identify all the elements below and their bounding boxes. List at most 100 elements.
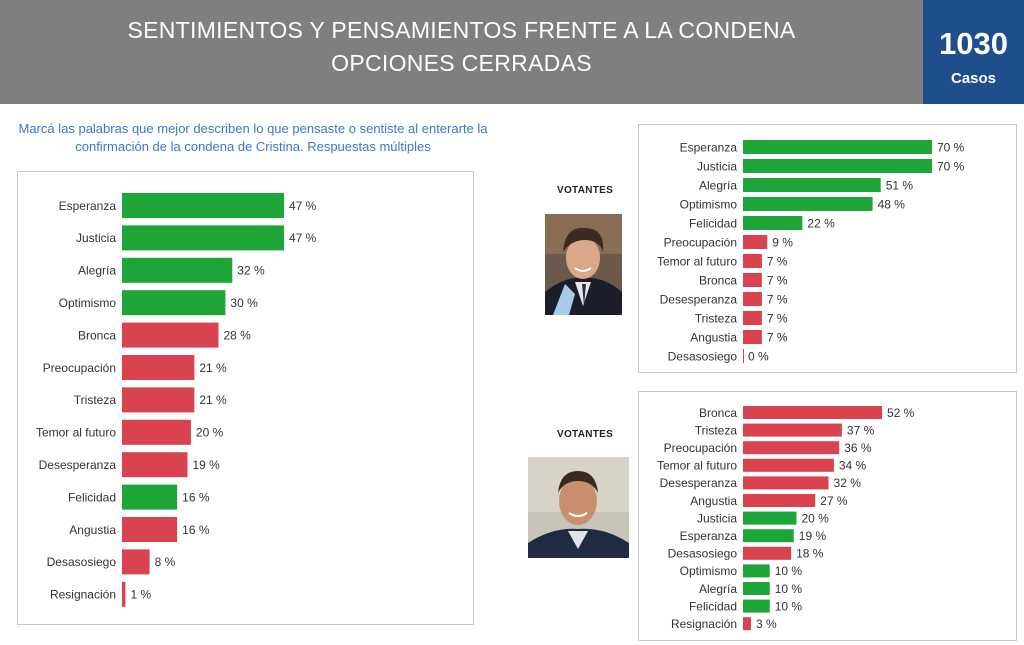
value-label: 0 %	[748, 349, 769, 363]
bar	[743, 441, 840, 455]
category-label: Temor al futuro	[657, 254, 737, 268]
value-label: 7 %	[767, 311, 788, 325]
value-label: 3 %	[756, 617, 777, 631]
category-label: Optimismo	[680, 197, 738, 211]
category-label: Alegría	[699, 582, 737, 596]
value-label: 19 %	[192, 458, 220, 472]
bar	[743, 511, 797, 525]
bar	[743, 235, 768, 249]
value-label: 19 %	[799, 529, 827, 543]
bar	[122, 484, 178, 510]
bar	[743, 423, 842, 437]
value-label: 36 %	[844, 441, 872, 455]
category-label: Esperanza	[680, 529, 738, 543]
category-label: Preocupación	[664, 235, 737, 249]
value-label: 37 %	[847, 423, 875, 437]
bar	[122, 419, 191, 445]
category-label: Angustia	[690, 330, 737, 344]
value-label: 21 %	[199, 393, 227, 407]
cases-number: 1030	[939, 26, 1008, 61]
category-label: Desasosiego	[47, 555, 117, 569]
header-banner: SENTIMIENTOS Y PENSAMIENTOS FRENTE A LA …	[0, 0, 923, 104]
value-label: 47 %	[289, 199, 317, 213]
value-label: 27 %	[820, 494, 848, 508]
bar	[122, 355, 195, 380]
bottom-bar-chart: Bronca 52 % Tristeza 37 % Preocupación 36 % Te…	[657, 406, 915, 631]
value-label: 32 %	[237, 264, 265, 278]
bar	[743, 406, 882, 419]
bar	[743, 599, 770, 613]
category-label: Resignación	[671, 617, 737, 631]
value-label: 16 %	[182, 490, 210, 504]
value-label: 20 %	[196, 426, 224, 440]
category-label: Preocupación	[664, 441, 737, 455]
main-chart-box: Esperanza 47 % Justicia 47 % Alegría 32 % Opti…	[17, 171, 474, 625]
value-label: 21 %	[199, 361, 227, 375]
bar	[743, 254, 762, 268]
value-label: 70 %	[937, 159, 965, 173]
bar	[122, 193, 284, 218]
category-label: Justicia	[697, 159, 737, 173]
category-label: Justicia	[76, 231, 116, 245]
value-label: 7 %	[767, 330, 788, 344]
category-label: Optimismo	[680, 564, 738, 578]
panel-label-bottom: VOTANTES	[557, 429, 614, 440]
bar	[743, 529, 794, 543]
bar	[743, 330, 762, 344]
bar	[743, 140, 932, 154]
bar	[743, 273, 762, 287]
bar	[122, 549, 150, 575]
top-bar-chart: Esperanza 70 % Justicia 70 % Alegría 51 % Opti…	[657, 140, 965, 363]
value-label: 20 %	[801, 511, 829, 525]
value-label: 10 %	[775, 564, 803, 578]
candidate-photo-top	[545, 214, 622, 315]
bar	[743, 159, 932, 173]
category-label: Optimismo	[59, 296, 117, 310]
bar	[122, 290, 226, 316]
value-label: 48 %	[878, 197, 906, 211]
candidate-photo-bottom	[528, 457, 629, 558]
value-label: 9 %	[772, 235, 793, 249]
value-label: 32 %	[834, 476, 862, 490]
value-label: 70 %	[937, 140, 965, 154]
category-label: Justicia	[697, 511, 737, 525]
bar	[743, 564, 770, 578]
category-label: Preocupación	[43, 361, 116, 375]
category-label: Bronca	[699, 273, 737, 287]
value-label: 10 %	[775, 599, 803, 613]
value-label: 18 %	[796, 547, 824, 561]
value-label: 16 %	[182, 523, 210, 537]
main-bar-chart: Esperanza 47 % Justicia 47 % Alegría 32 % Opti…	[36, 193, 317, 607]
bar	[743, 617, 752, 631]
value-label: 34 %	[839, 459, 867, 473]
bar	[743, 292, 762, 306]
category-label: Tristeza	[695, 311, 738, 325]
bar	[122, 517, 178, 542]
category-label: Felicidad	[689, 216, 737, 230]
value-label: 22 %	[807, 216, 835, 230]
bar	[743, 546, 792, 560]
value-label: 7 %	[767, 292, 788, 306]
category-label: Felicidad	[68, 490, 116, 504]
category-label: Esperanza	[59, 199, 117, 213]
category-label: Desasosiego	[668, 547, 738, 561]
value-label: 7 %	[767, 273, 788, 287]
bar	[122, 225, 284, 251]
category-label: Alegría	[78, 264, 116, 278]
person-photo-icon	[545, 214, 622, 315]
category-label: Tristeza	[695, 423, 738, 437]
bottom-chart-box: Bronca 52 % Tristeza 37 % Preocupación 36 % Te…	[638, 391, 1017, 641]
question-text: Marcá las palabras que mejor describen l…	[18, 121, 488, 154]
value-label: 1 %	[130, 588, 151, 602]
bar	[122, 257, 233, 283]
bar	[743, 458, 834, 472]
bar	[743, 216, 803, 230]
bar	[743, 311, 762, 325]
cases-badge: 1030 Casos	[923, 0, 1024, 104]
category-label: Desesperanza	[39, 458, 117, 472]
value-label: 47 %	[289, 231, 317, 245]
bar	[743, 582, 770, 595]
category-label: Desesperanza	[660, 292, 738, 306]
value-label: 28 %	[224, 328, 252, 342]
category-label: Tristeza	[74, 393, 117, 407]
